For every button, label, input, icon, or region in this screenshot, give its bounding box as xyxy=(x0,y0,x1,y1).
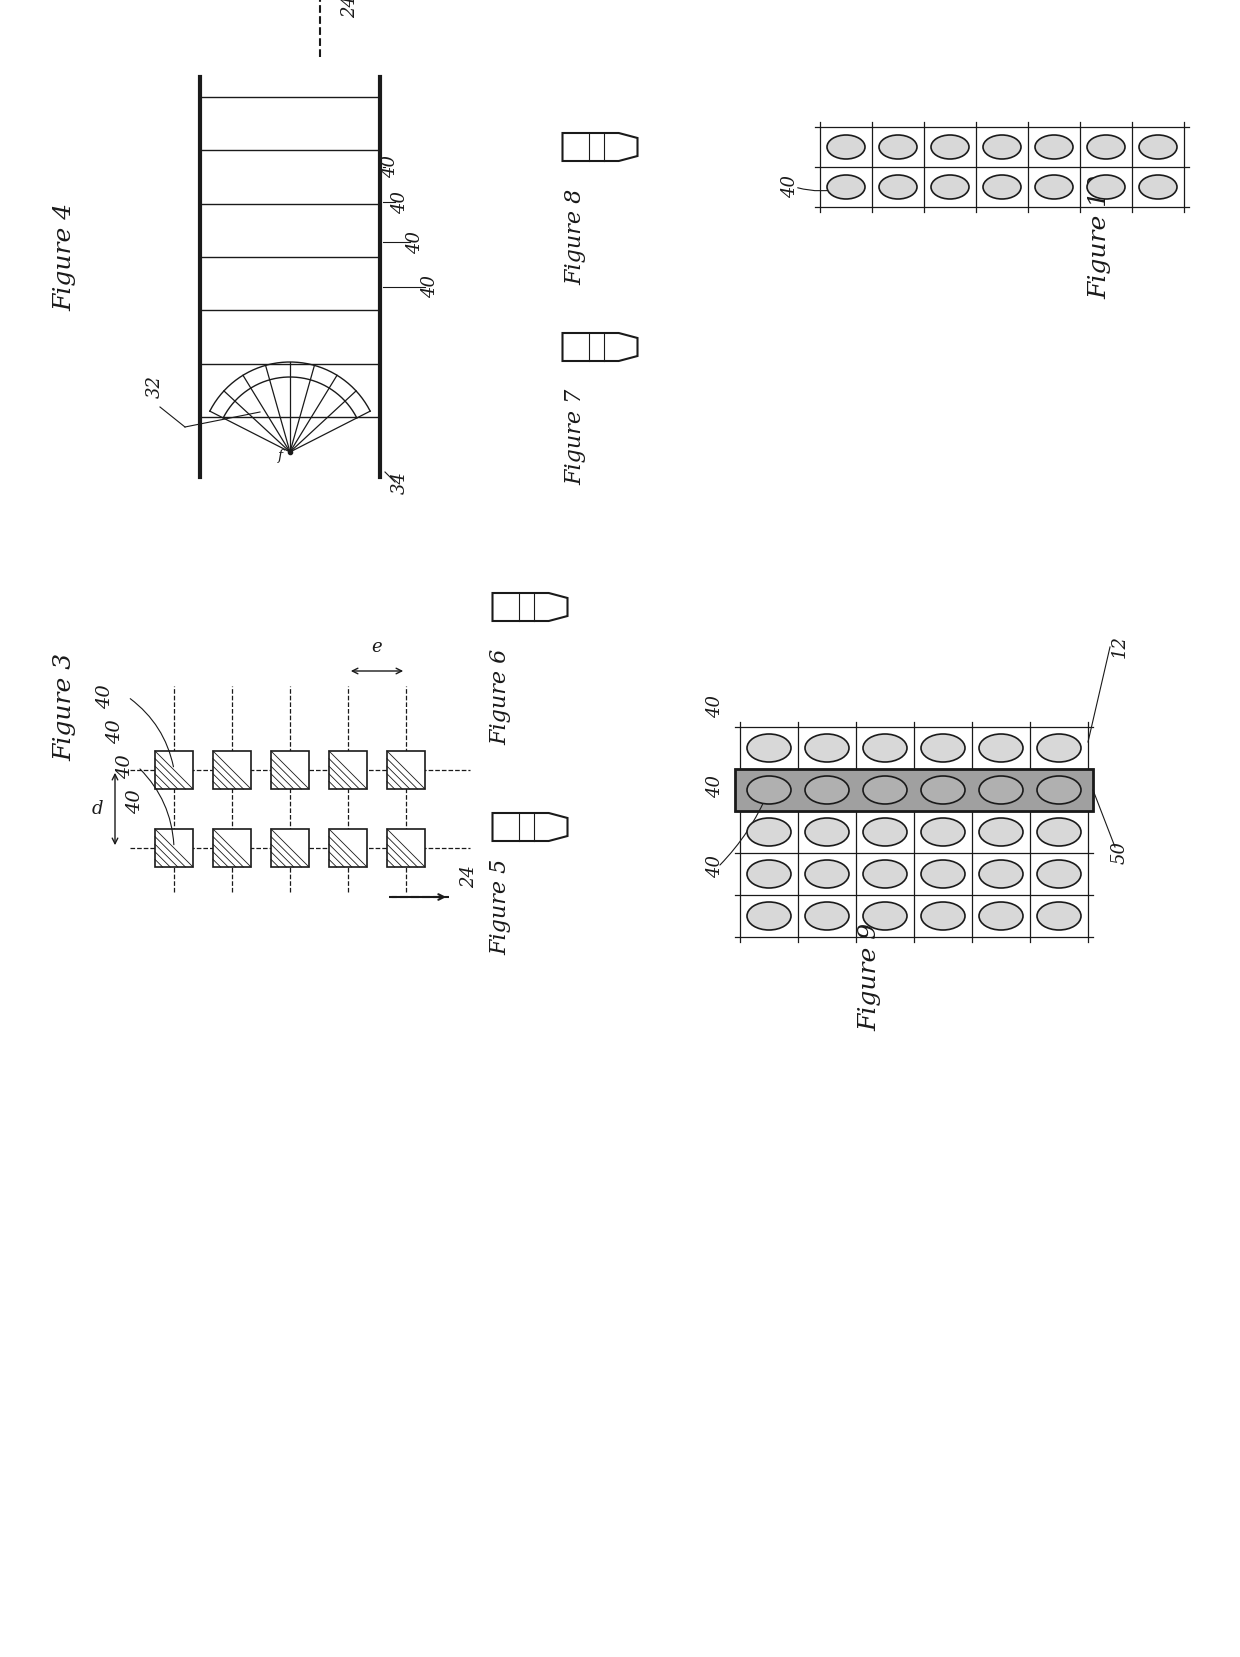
Ellipse shape xyxy=(921,819,965,847)
Text: Figure 10: Figure 10 xyxy=(1089,176,1111,298)
Text: 40: 40 xyxy=(422,275,439,298)
Text: e: e xyxy=(372,638,382,656)
Text: 40: 40 xyxy=(706,696,724,719)
Text: Figure 4: Figure 4 xyxy=(53,202,77,312)
Ellipse shape xyxy=(931,134,968,159)
Ellipse shape xyxy=(805,860,849,888)
Ellipse shape xyxy=(980,860,1023,888)
Ellipse shape xyxy=(931,176,968,199)
Text: 24: 24 xyxy=(460,865,477,888)
Ellipse shape xyxy=(1037,734,1081,762)
Polygon shape xyxy=(563,333,637,361)
Polygon shape xyxy=(272,751,309,789)
Ellipse shape xyxy=(983,176,1021,199)
Text: 40: 40 xyxy=(95,684,114,709)
Polygon shape xyxy=(329,751,367,789)
Ellipse shape xyxy=(980,901,1023,930)
Text: 24: 24 xyxy=(341,0,360,18)
Text: d: d xyxy=(92,800,103,819)
Ellipse shape xyxy=(980,734,1023,762)
Text: 34: 34 xyxy=(391,471,409,494)
Ellipse shape xyxy=(1037,819,1081,847)
Ellipse shape xyxy=(863,819,906,847)
Text: Figure 6: Figure 6 xyxy=(489,650,511,746)
Text: 40: 40 xyxy=(706,775,724,799)
Text: 40: 40 xyxy=(405,230,424,254)
Ellipse shape xyxy=(863,860,906,888)
Ellipse shape xyxy=(805,734,849,762)
Ellipse shape xyxy=(805,775,849,804)
Ellipse shape xyxy=(1035,134,1073,159)
Ellipse shape xyxy=(746,734,791,762)
Text: 40: 40 xyxy=(126,790,144,814)
Ellipse shape xyxy=(980,819,1023,847)
Ellipse shape xyxy=(863,775,906,804)
Ellipse shape xyxy=(827,176,866,199)
Ellipse shape xyxy=(805,901,849,930)
Ellipse shape xyxy=(921,775,965,804)
Ellipse shape xyxy=(746,860,791,888)
Text: 40: 40 xyxy=(781,176,799,199)
Text: Figure 3: Figure 3 xyxy=(53,653,77,761)
Ellipse shape xyxy=(746,901,791,930)
Text: f: f xyxy=(278,449,283,462)
Ellipse shape xyxy=(1087,134,1125,159)
Ellipse shape xyxy=(1035,176,1073,199)
Ellipse shape xyxy=(863,901,906,930)
Text: Figure 7: Figure 7 xyxy=(564,389,587,486)
Text: Figure 9: Figure 9 xyxy=(858,923,882,1031)
Ellipse shape xyxy=(921,860,965,888)
Polygon shape xyxy=(213,751,250,789)
Ellipse shape xyxy=(983,134,1021,159)
Ellipse shape xyxy=(1140,176,1177,199)
Ellipse shape xyxy=(827,134,866,159)
Ellipse shape xyxy=(1140,134,1177,159)
Polygon shape xyxy=(492,593,568,621)
Polygon shape xyxy=(563,133,637,161)
Ellipse shape xyxy=(879,176,918,199)
Ellipse shape xyxy=(1037,901,1081,930)
Polygon shape xyxy=(329,828,367,867)
Polygon shape xyxy=(155,828,193,867)
Ellipse shape xyxy=(921,901,965,930)
Polygon shape xyxy=(155,751,193,789)
Text: 40: 40 xyxy=(117,754,134,779)
Ellipse shape xyxy=(980,775,1023,804)
Polygon shape xyxy=(272,828,309,867)
Polygon shape xyxy=(387,828,425,867)
Text: 40: 40 xyxy=(391,191,409,214)
Text: Figure 5: Figure 5 xyxy=(489,858,511,954)
Ellipse shape xyxy=(805,819,849,847)
Text: 50: 50 xyxy=(1111,840,1128,863)
Ellipse shape xyxy=(1037,775,1081,804)
Ellipse shape xyxy=(921,734,965,762)
Bar xyxy=(735,769,1092,810)
Ellipse shape xyxy=(1037,860,1081,888)
Text: 40: 40 xyxy=(381,156,399,179)
Text: 32: 32 xyxy=(146,376,164,398)
Polygon shape xyxy=(492,814,568,842)
Ellipse shape xyxy=(879,134,918,159)
Text: 12: 12 xyxy=(1111,636,1128,658)
Ellipse shape xyxy=(863,734,906,762)
Ellipse shape xyxy=(1087,176,1125,199)
Polygon shape xyxy=(387,751,425,789)
Ellipse shape xyxy=(746,819,791,847)
Text: 40: 40 xyxy=(706,855,724,878)
Text: 40: 40 xyxy=(105,719,124,744)
Ellipse shape xyxy=(746,775,791,804)
Text: Figure 8: Figure 8 xyxy=(564,189,587,285)
Polygon shape xyxy=(213,828,250,867)
